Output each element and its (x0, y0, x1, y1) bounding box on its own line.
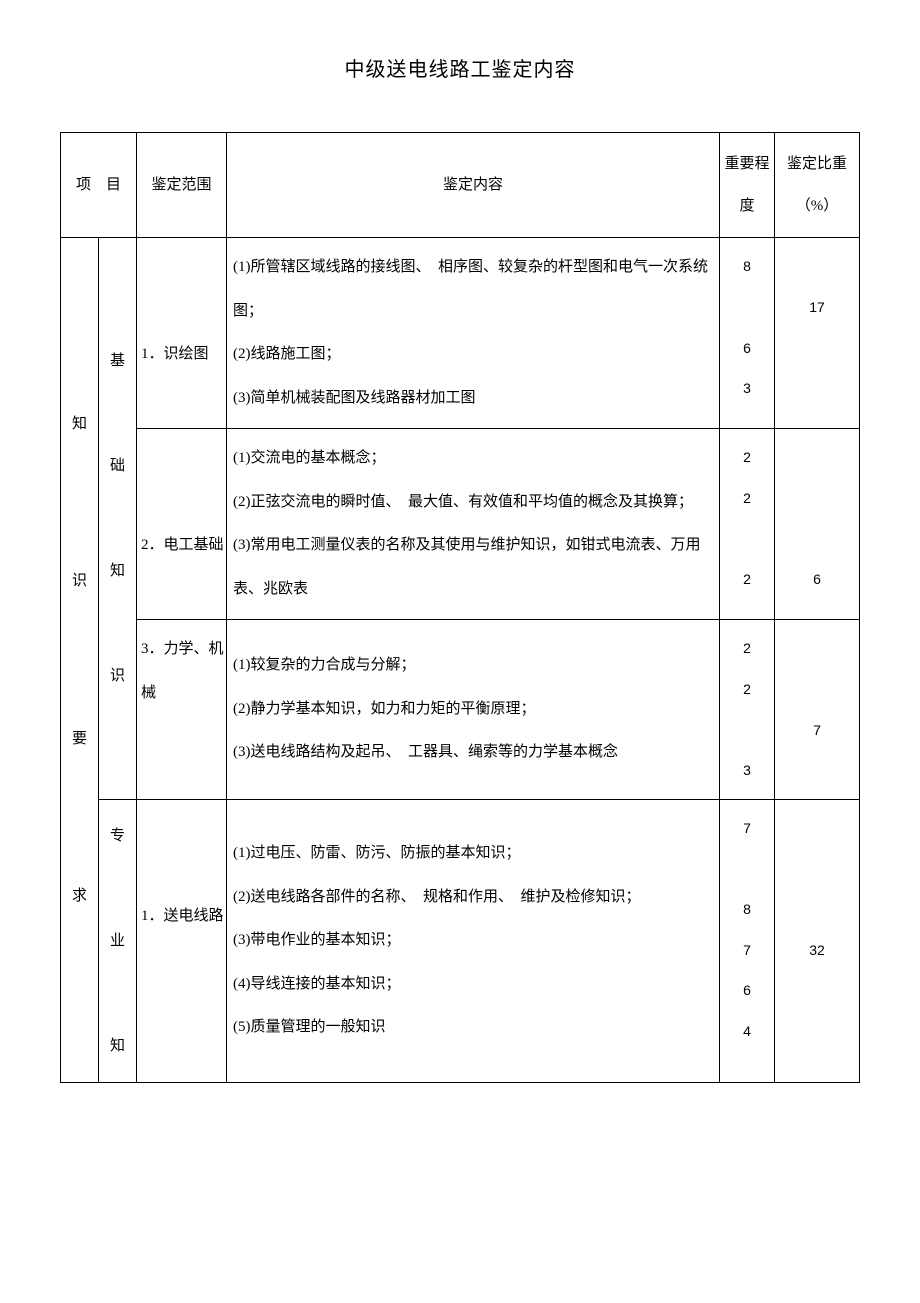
table-row: 专业知 1．送电线路 (1)过电压、防雷、防污、防振的基本知识；(2)送电线路各… (61, 799, 860, 1083)
header-scope: 鉴定范围 (137, 133, 227, 238)
category-knowledge: 知识要求 (61, 238, 99, 1083)
weight-drawing: 17 (775, 238, 860, 429)
content-transmission: (1)过电压、防雷、防污、防振的基本知识；(2)送电线路各部件的名称、 规格和作… (227, 799, 720, 1083)
importance-drawing: 8 63 (720, 238, 775, 429)
page-title: 中级送电线路工鉴定内容 (60, 53, 860, 82)
header-content: 鉴定内容 (227, 133, 720, 238)
table-row: 3．力学、机械 (1)较复杂的力合成与分解；(2)静力学基本知识，如力和力矩的平… (61, 620, 860, 799)
importance-electrical: 22 2 (720, 429, 775, 620)
subcategory-basic: 基础知识 (99, 238, 137, 799)
weight-mechanics: 7 (775, 620, 860, 799)
importance-transmission: 7 8764 (720, 799, 775, 1083)
table-row: 知识要求 基础知识 1．识绘图 (1)所管辖区域线路的接线图、 相序图、较复杂的… (61, 238, 860, 429)
scope-transmission: 1．送电线路 (137, 799, 227, 1083)
assessment-table: 项 目 鉴定范围 鉴定内容 重要程度 鉴定比重（%） 知识要求 基础知识 1．识… (60, 132, 860, 1083)
importance-mechanics: 22 3 (720, 620, 775, 799)
header-project: 项 目 (61, 133, 137, 238)
header-importance: 重要程度 (720, 133, 775, 238)
table-header-row: 项 目 鉴定范围 鉴定内容 重要程度 鉴定比重（%） (61, 133, 860, 238)
content-electrical: (1)交流电的基本概念；(2)正弦交流电的瞬时值、 最大值、有效值和平均值的概念… (227, 429, 720, 620)
content-drawing: (1)所管辖区域线路的接线图、 相序图、较复杂的杆型图和电气一次系统图；(2)线… (227, 238, 720, 429)
content-mechanics: (1)较复杂的力合成与分解；(2)静力学基本知识，如力和力矩的平衡原理；(3)送… (227, 620, 720, 799)
scope-drawing: 1．识绘图 (137, 238, 227, 429)
subcategory-professional: 专业知 (99, 799, 137, 1083)
weight-transmission: 32 (775, 799, 860, 1083)
table-row: 2．电工基础 (1)交流电的基本概念；(2)正弦交流电的瞬时值、 最大值、有效值… (61, 429, 860, 620)
header-weight: 鉴定比重（%） (775, 133, 860, 238)
scope-mechanics: 3．力学、机械 (137, 620, 227, 799)
weight-electrical: 6 (775, 429, 860, 620)
scope-electrical: 2．电工基础 (137, 429, 227, 620)
